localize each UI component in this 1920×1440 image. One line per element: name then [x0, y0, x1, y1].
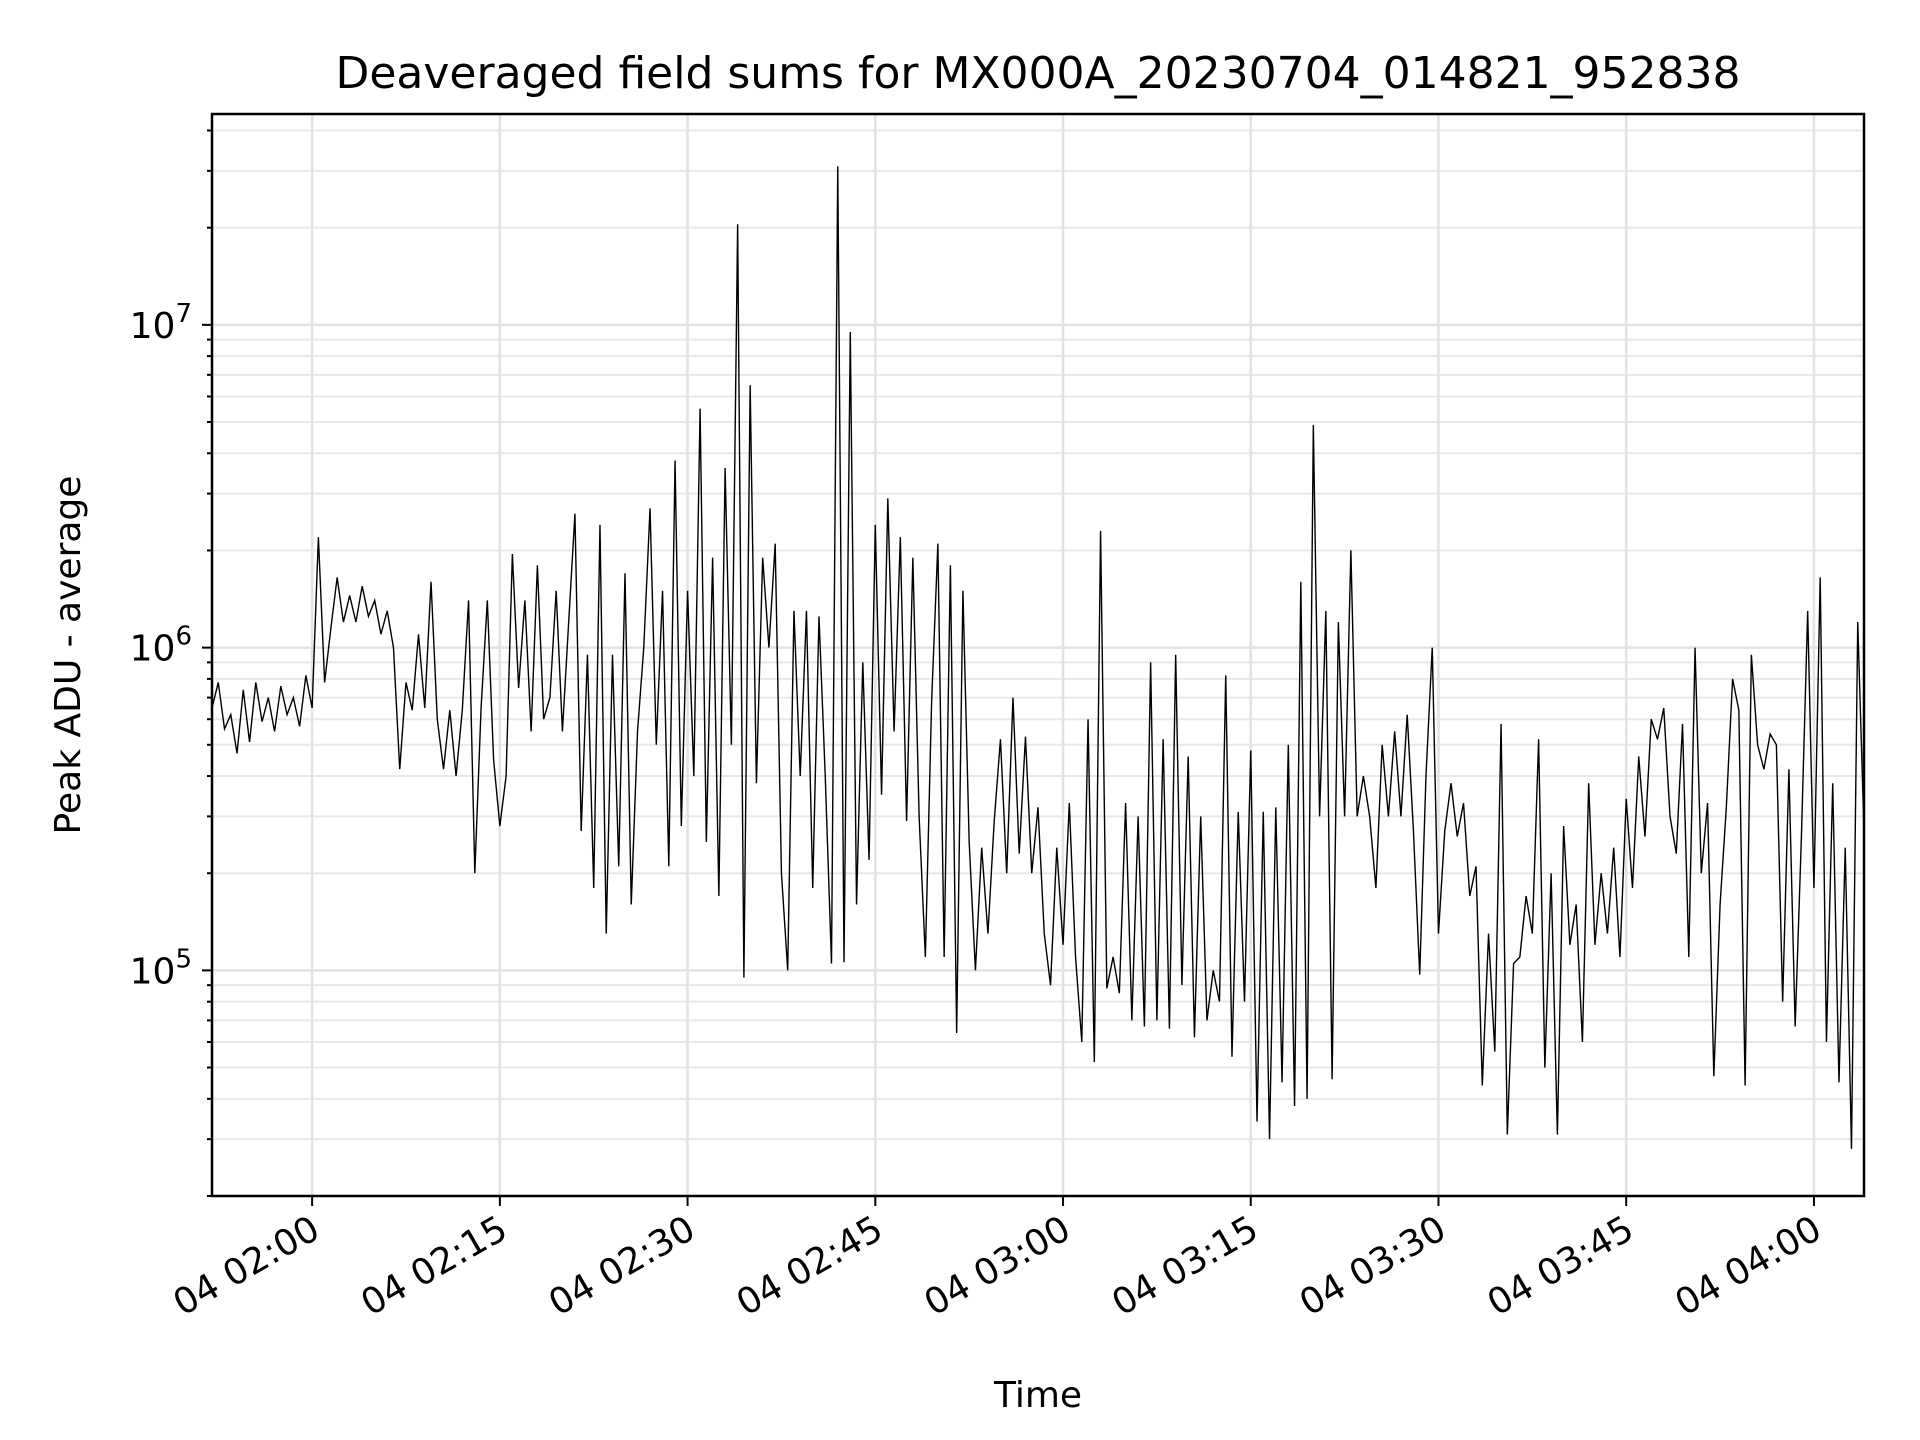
y-tick-label: 106 — [130, 622, 192, 670]
y-axis-label: Peak ADU - average — [48, 476, 89, 835]
y-tick-label-exponent: 5 — [175, 944, 192, 974]
y-tick-label-exponent: 6 — [175, 622, 192, 652]
y-tick-label: 105 — [130, 944, 192, 992]
series-line — [211, 166, 1865, 1149]
chart-title: Deaveraged field sums for MX000A_2023070… — [335, 48, 1740, 99]
y-tick-label-exponent: 7 — [175, 299, 192, 329]
y-tick-label: 107 — [130, 299, 192, 347]
y-tick-label-base: 10 — [130, 629, 176, 670]
plot-frame — [210, 112, 1866, 1198]
y-tick-label-base: 10 — [130, 951, 176, 992]
x-axis-label: Time — [993, 1375, 1082, 1416]
y-tick-label-base: 10 — [130, 306, 176, 347]
series-layer — [211, 166, 1865, 1149]
